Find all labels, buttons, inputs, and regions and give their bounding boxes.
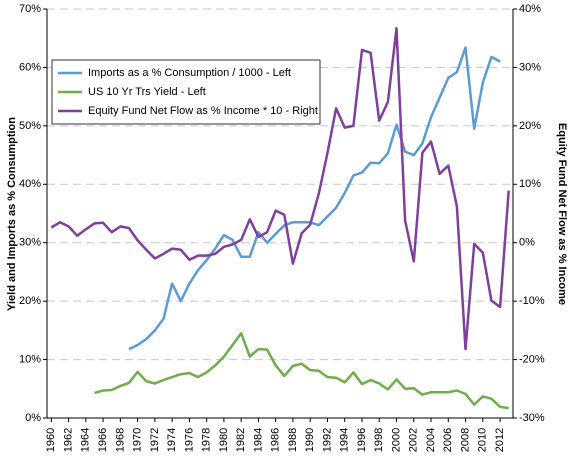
y-tick-label: 40% [19,178,41,190]
y-tick-label: 60% [19,61,41,73]
x-tick-label: 1976 [183,428,195,452]
legend-label: Imports as a % Consumption / 1000 - Left [88,67,291,79]
legend-box [51,59,321,125]
y2-tick-label: -30% [519,412,545,424]
x-tick-label: 1998 [373,428,385,452]
x-tick-label: 1962 [62,428,74,452]
x-tick-label: 1978 [201,428,213,452]
x-tick-label: 1966 [97,428,109,452]
y-tick-label: 0% [25,412,41,424]
x-tick-label: 1964 [80,428,92,452]
series-line [50,27,510,351]
x-tick-label: 1984 [252,428,264,452]
x-tick-label: 1994 [339,428,351,452]
y-tick-label: 20% [19,295,41,307]
x-tick-label: 2006 [442,428,454,452]
y2-tick-label: 0% [519,237,535,249]
legend-label: US 10 Yr Trs Yield - Left [88,86,206,98]
x-tick-label: 1980 [218,428,230,452]
x-tick-label: 2004 [425,428,437,452]
x-tick-label: 2010 [477,428,489,452]
x-tick-label: 1988 [287,428,299,452]
y-axis-title: Yield and Imports as % Consumption [6,117,18,311]
x-tick-label: 1974 [166,428,178,452]
y2-tick-label: 10% [519,178,541,190]
series-line [94,332,509,410]
x-tick-label: 1968 [114,428,126,452]
series-line [128,46,501,351]
x-tick-label: 2012 [494,428,506,452]
y-tick-label: 50% [19,120,41,132]
x-tick-label: 1986 [270,428,282,452]
x-tick-label: 1992 [321,428,333,452]
x-tick-label: 1996 [356,428,368,452]
x-tick-label: 1960 [45,428,57,452]
y2-tick-label: 20% [519,120,541,132]
y2-tick-label: -10% [519,295,545,307]
x-tick-label: 2008 [459,428,471,452]
x-tick-label: 1982 [235,428,247,452]
x-tick-label: 1972 [149,428,161,452]
y2-tick-label: 40% [519,3,541,15]
y2-tick-label: 30% [519,61,541,73]
x-tick-label: 1970 [132,428,144,452]
y-tick-label: 30% [19,237,41,249]
legend-label: Equity Fund Net Flow as % Income * 10 - … [88,105,318,117]
y2-axis-title: Equity Fund Net Flow as % Income [556,123,568,305]
x-tick-label: 2002 [408,428,420,452]
x-tick-label: 2000 [390,428,402,452]
y-tick-label: 70% [19,3,41,15]
y-tick-label: 10% [19,353,41,365]
x-tick-label: 1990 [304,428,316,452]
y2-tick-label: -20% [519,353,545,365]
